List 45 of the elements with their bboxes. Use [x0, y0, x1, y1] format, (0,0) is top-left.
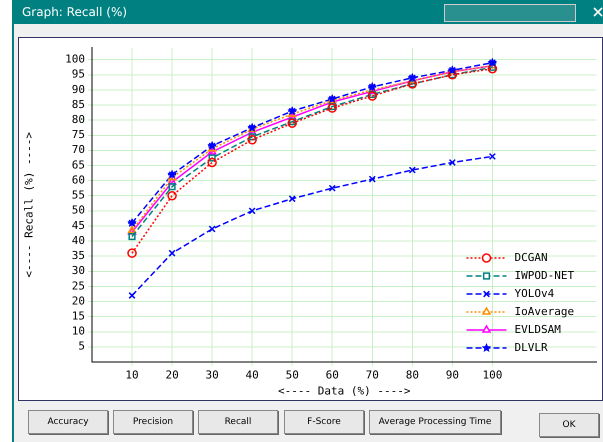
- y-tick-label: 45: [72, 218, 85, 232]
- y-tick-label: 75: [72, 128, 85, 142]
- text: Precision: [113, 410, 193, 434]
- x-tick-label: 70: [366, 368, 379, 382]
- legend-label: IWPOD-NET: [514, 268, 574, 282]
- x-tick-label: 80: [406, 368, 419, 382]
- text: OK: [539, 413, 599, 437]
- y-tick-label: 70: [72, 143, 85, 156]
- legend-label: DCGAN: [514, 250, 548, 264]
- legend-label: DLVLR: [514, 340, 548, 354]
- y-tick-label: 55: [72, 188, 85, 202]
- y-tick-label: 10: [72, 324, 85, 338]
- y-axis-title: <---- Recall (%) ---->: [22, 132, 36, 278]
- x-tick-label: 10: [125, 368, 139, 382]
- y-tick-label: 85: [72, 98, 85, 111]
- y-tick-label: 20: [72, 294, 85, 308]
- text: F-Score: [284, 410, 364, 434]
- y-tick-label: 60: [72, 173, 85, 186]
- y-tick-label: 95: [72, 68, 85, 81]
- text: Recall: [198, 410, 278, 434]
- x-axis-title: <---- Data (%) ---->: [278, 384, 411, 398]
- x-tick-label: 50: [286, 368, 299, 382]
- y-tick-label: 65: [72, 158, 85, 172]
- x-tick-label: 30: [205, 368, 219, 382]
- x-tick-label: 100: [482, 368, 502, 382]
- x-tick-label: 60: [326, 368, 339, 382]
- y-tick-label: 5: [78, 340, 85, 353]
- y-tick-label: 30: [72, 264, 85, 278]
- y-tick-label: 40: [72, 234, 85, 247]
- y-tick-label: 25: [72, 279, 85, 292]
- x-tick-label: 40: [246, 368, 259, 382]
- y-tick-label: 90: [72, 82, 85, 96]
- y-tick-label: 100: [65, 52, 85, 66]
- x-tick-label: 20: [165, 368, 179, 382]
- legend-label: IoAverage: [514, 304, 574, 318]
- chart-title: Graph: Recall (%): [22, 5, 128, 19]
- legend-label: YOLOv4: [514, 286, 555, 300]
- y-tick-label: 35: [72, 249, 85, 262]
- text: Accuracy: [28, 410, 108, 434]
- text: Average Processing Time: [369, 410, 501, 434]
- x-tick-label: 90: [446, 368, 459, 382]
- y-tick-label: 50: [72, 204, 85, 217]
- y-tick-label: 15: [72, 310, 85, 323]
- legend-label: EVLDSAM: [514, 322, 562, 336]
- y-tick-label: 80: [72, 113, 85, 126]
